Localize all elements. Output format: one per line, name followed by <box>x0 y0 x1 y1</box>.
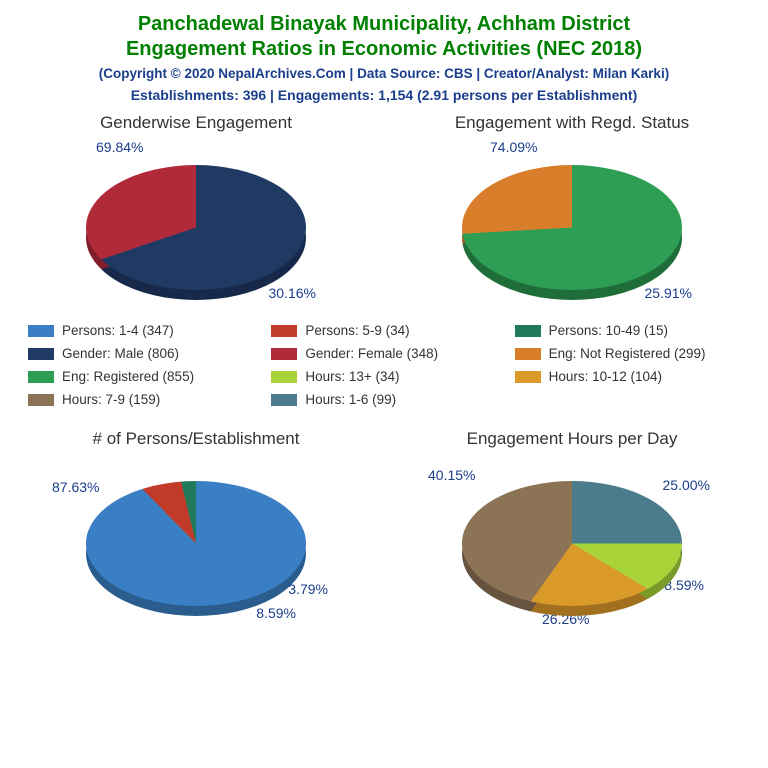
legend-item: Persons: 5-9 (34) <box>271 323 496 338</box>
legend-swatch <box>271 348 297 360</box>
legend-item: Gender: Male (806) <box>28 346 253 361</box>
legend-item: Persons: 10-49 (15) <box>515 323 740 338</box>
chart-title-regd: Engagement with Regd. Status <box>455 113 689 133</box>
chart-persons: # of Persons/Establishment 87.63% 3.79% … <box>18 429 374 623</box>
chart-gender: Genderwise Engagement 69.84% 30.16% <box>18 113 374 307</box>
legend-label: Gender: Female (348) <box>305 346 438 361</box>
pct-regd-yes: 74.09% <box>490 139 537 155</box>
chart-hours: Engagement Hours per Day 25.00% 8.59% 26… <box>394 429 750 623</box>
chart-title-persons: # of Persons/Establishment <box>93 429 300 449</box>
stats-line: Establishments: 396 | Engagements: 1,154… <box>18 87 750 103</box>
legend-block: Persons: 1-4 (347) Persons: 5-9 (34) Perso… <box>18 315 750 421</box>
legend-swatch <box>28 371 54 383</box>
chart-title-hours: Engagement Hours per Day <box>467 429 678 449</box>
legend-item: Hours: 10-12 (104) <box>515 369 740 384</box>
legend-swatch <box>515 325 541 337</box>
legend-item: Persons: 1-4 (347) <box>28 323 253 338</box>
pie-persons: 87.63% 3.79% 8.59% <box>66 453 326 623</box>
pie-hours-face <box>462 481 682 606</box>
pie-gender: 69.84% 30.16% <box>66 137 326 307</box>
chart-title-gender: Genderwise Engagement <box>100 113 292 133</box>
legend-swatch <box>515 348 541 360</box>
pct-gender-female: 30.16% <box>269 285 316 301</box>
legend-label: Persons: 5-9 (34) <box>305 323 409 338</box>
legend-item: Eng: Not Registered (299) <box>515 346 740 361</box>
source-line: (Copyright © 2020 NepalArchives.Com | Da… <box>18 66 750 81</box>
legend-label: Hours: 1-6 (99) <box>305 392 396 407</box>
legend-swatch <box>28 325 54 337</box>
legend-label: Eng: Not Registered (299) <box>549 346 706 361</box>
legend-swatch <box>271 325 297 337</box>
pct-gender-male: 69.84% <box>96 139 143 155</box>
pct-persons-14: 87.63% <box>52 479 99 495</box>
header-block: Panchadewal Binayak Municipality, Achham… <box>18 12 750 103</box>
pct-regd-no: 25.91% <box>645 285 692 301</box>
legend-label: Eng: Registered (855) <box>62 369 194 384</box>
pie-regd-face <box>462 165 682 290</box>
legend-item: Gender: Female (348) <box>271 346 496 361</box>
legend-swatch <box>515 371 541 383</box>
legend-label: Hours: 10-12 (104) <box>549 369 662 384</box>
legend-item: Eng: Registered (855) <box>28 369 253 384</box>
pct-hours-16: 25.00% <box>663 477 710 493</box>
legend-label: Hours: 13+ (34) <box>305 369 399 384</box>
pie-persons-face <box>86 481 306 606</box>
pct-persons-1049: 3.79% <box>288 581 328 597</box>
chart-regd: Engagement with Regd. Status 74.09% 25.9… <box>394 113 750 307</box>
pie-regd: 74.09% 25.91% <box>442 137 702 307</box>
legend-item: Hours: 7-9 (159) <box>28 392 253 407</box>
main-title-line1: Panchadewal Binayak Municipality, Achham… <box>18 12 750 37</box>
legend-swatch <box>271 371 297 383</box>
pie-hours: 25.00% 8.59% 26.26% 40.15% <box>442 453 702 623</box>
legend-item: Hours: 1-6 (99) <box>271 392 496 407</box>
pct-persons-59: 8.59% <box>256 605 296 621</box>
pct-hours-79: 40.15% <box>428 467 475 483</box>
main-title-line2: Engagement Ratios in Economic Activities… <box>18 37 750 62</box>
pie-gender-face <box>86 165 306 290</box>
legend-label: Gender: Male (806) <box>62 346 179 361</box>
legend-swatch <box>271 394 297 406</box>
legend-label: Persons: 1-4 (347) <box>62 323 174 338</box>
charts-grid: Genderwise Engagement 69.84% 30.16% Enga… <box>18 113 750 623</box>
legend-swatch <box>28 348 54 360</box>
legend-item: Hours: 13+ (34) <box>271 369 496 384</box>
legend-swatch <box>28 394 54 406</box>
legend-label: Persons: 10-49 (15) <box>549 323 668 338</box>
legend-label: Hours: 7-9 (159) <box>62 392 160 407</box>
